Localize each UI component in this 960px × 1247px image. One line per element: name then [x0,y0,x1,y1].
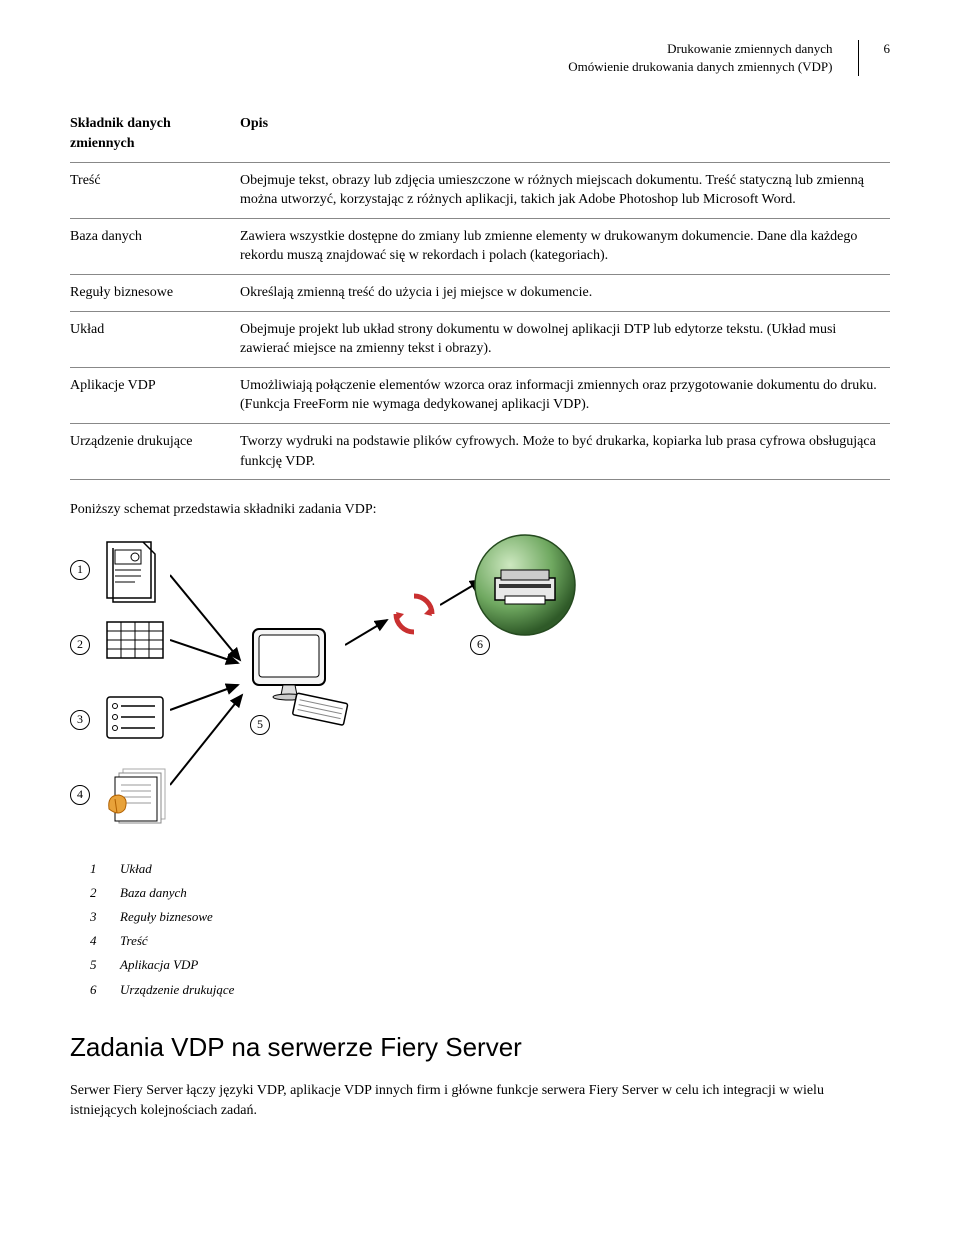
col1-header: Składnik danych zmiennych [70,106,240,162]
section-body: Serwer Fiery Server łączy języki VDP, ap… [70,1081,890,1120]
legend-text: Baza danych [120,884,187,902]
legend-row: 2 Baza danych [90,884,890,902]
cell-c2: Tworzy wydruki na podstawie plików cyfro… [240,423,890,479]
table-row: Baza danychZawiera wszystkie dostępne do… [70,218,890,274]
legend-text: Układ [120,860,152,878]
legend-row: 5 Aplikacja VDP [90,956,890,974]
diagram-legend: 1 Układ 2 Baza danych 3 Reguły biznesowe 4T… [90,860,890,999]
cell-c1: Baza danych [70,218,240,274]
cell-c2: Obejmuje tekst, obrazy lub zdjęcia umies… [240,162,890,218]
cell-c1: Urządzenie drukujące [70,423,240,479]
legend-text: Urządzenie drukujące [120,981,234,999]
cell-c2: Umożliwiają połączenie elementów wzorca … [240,367,890,423]
page-header: Drukowanie zmiennych danych Omówienie dr… [70,40,890,76]
arrow-icon [345,615,395,655]
legend-row: 1 Układ [90,860,890,878]
cell-c1: Treść [70,162,240,218]
legend-num: 5 [90,956,102,974]
table-row: TreśćObejmuje tekst, obrazy lub zdjęcia … [70,162,890,218]
diagram-number-2: 2 [70,635,90,655]
cell-c2: Zawiera wszystkie dostępne do zmiany lub… [240,218,890,274]
table-header-row: Składnik danych zmiennych Opis [70,106,890,162]
components-table: Składnik danych zmiennych Opis TreśćObej… [70,106,890,480]
diagram-number-4: 4 [70,785,90,805]
legend-row: 3 Reguły biznesowe [90,908,890,926]
printer-sphere-icon [470,530,580,640]
legend-num: 1 [90,860,102,878]
table-row: Urządzenie drukująceTworzy wydruki na po… [70,423,890,479]
legend-num: 6 [90,981,102,999]
legend-text: Reguły biznesowe [120,908,213,926]
legend-row: 6 Urządzenie drukujące [90,981,890,999]
cell-c1: Reguły biznesowe [70,274,240,311]
rules-list-icon [105,695,165,740]
computer-icon [245,625,355,735]
layout-document-icon [105,540,160,605]
content-leaf-icon [105,765,170,825]
diagram-number-3: 3 [70,710,90,730]
legend-num: 3 [90,908,102,926]
page-number: 6 [858,40,891,76]
table-row: Reguły biznesoweOkreślają zmienną treść … [70,274,890,311]
header-line2: Omówienie drukowania danych zmiennych (V… [568,58,832,76]
arrow-icon [170,690,250,790]
diagram-caption: Poniższy schemat przedstawia składniki z… [70,500,890,520]
database-grid-icon [105,620,165,660]
diagram-number-1: 1 [70,560,90,580]
cell-c2: Określają zmienną treść do użycia i jej … [240,274,890,311]
cell-c1: Układ [70,311,240,367]
legend-text: Aplikacja VDP [120,956,198,974]
table-row: UkładObejmuje projekt lub układ strony d… [70,311,890,367]
cell-c2: Obejmuje projekt lub układ strony dokume… [240,311,890,367]
cycle-arrows-icon [390,590,438,638]
col2-header: Opis [240,106,890,162]
legend-num: 2 [90,884,102,902]
legend-row: 4 Treść [90,932,890,950]
vdp-diagram: 1 2 3 4 5 6 [70,540,630,840]
table-row: Aplikacje VDPUmożliwiają połączenie elem… [70,367,890,423]
legend-num: 4 [90,932,102,950]
section-heading: Zadania VDP na serwerze Fiery Server [70,1029,890,1065]
legend-text: Treść [120,932,148,950]
arrow-icon [170,635,245,675]
header-line1: Drukowanie zmiennych danych [568,40,832,58]
cell-c1: Aplikacje VDP [70,367,240,423]
